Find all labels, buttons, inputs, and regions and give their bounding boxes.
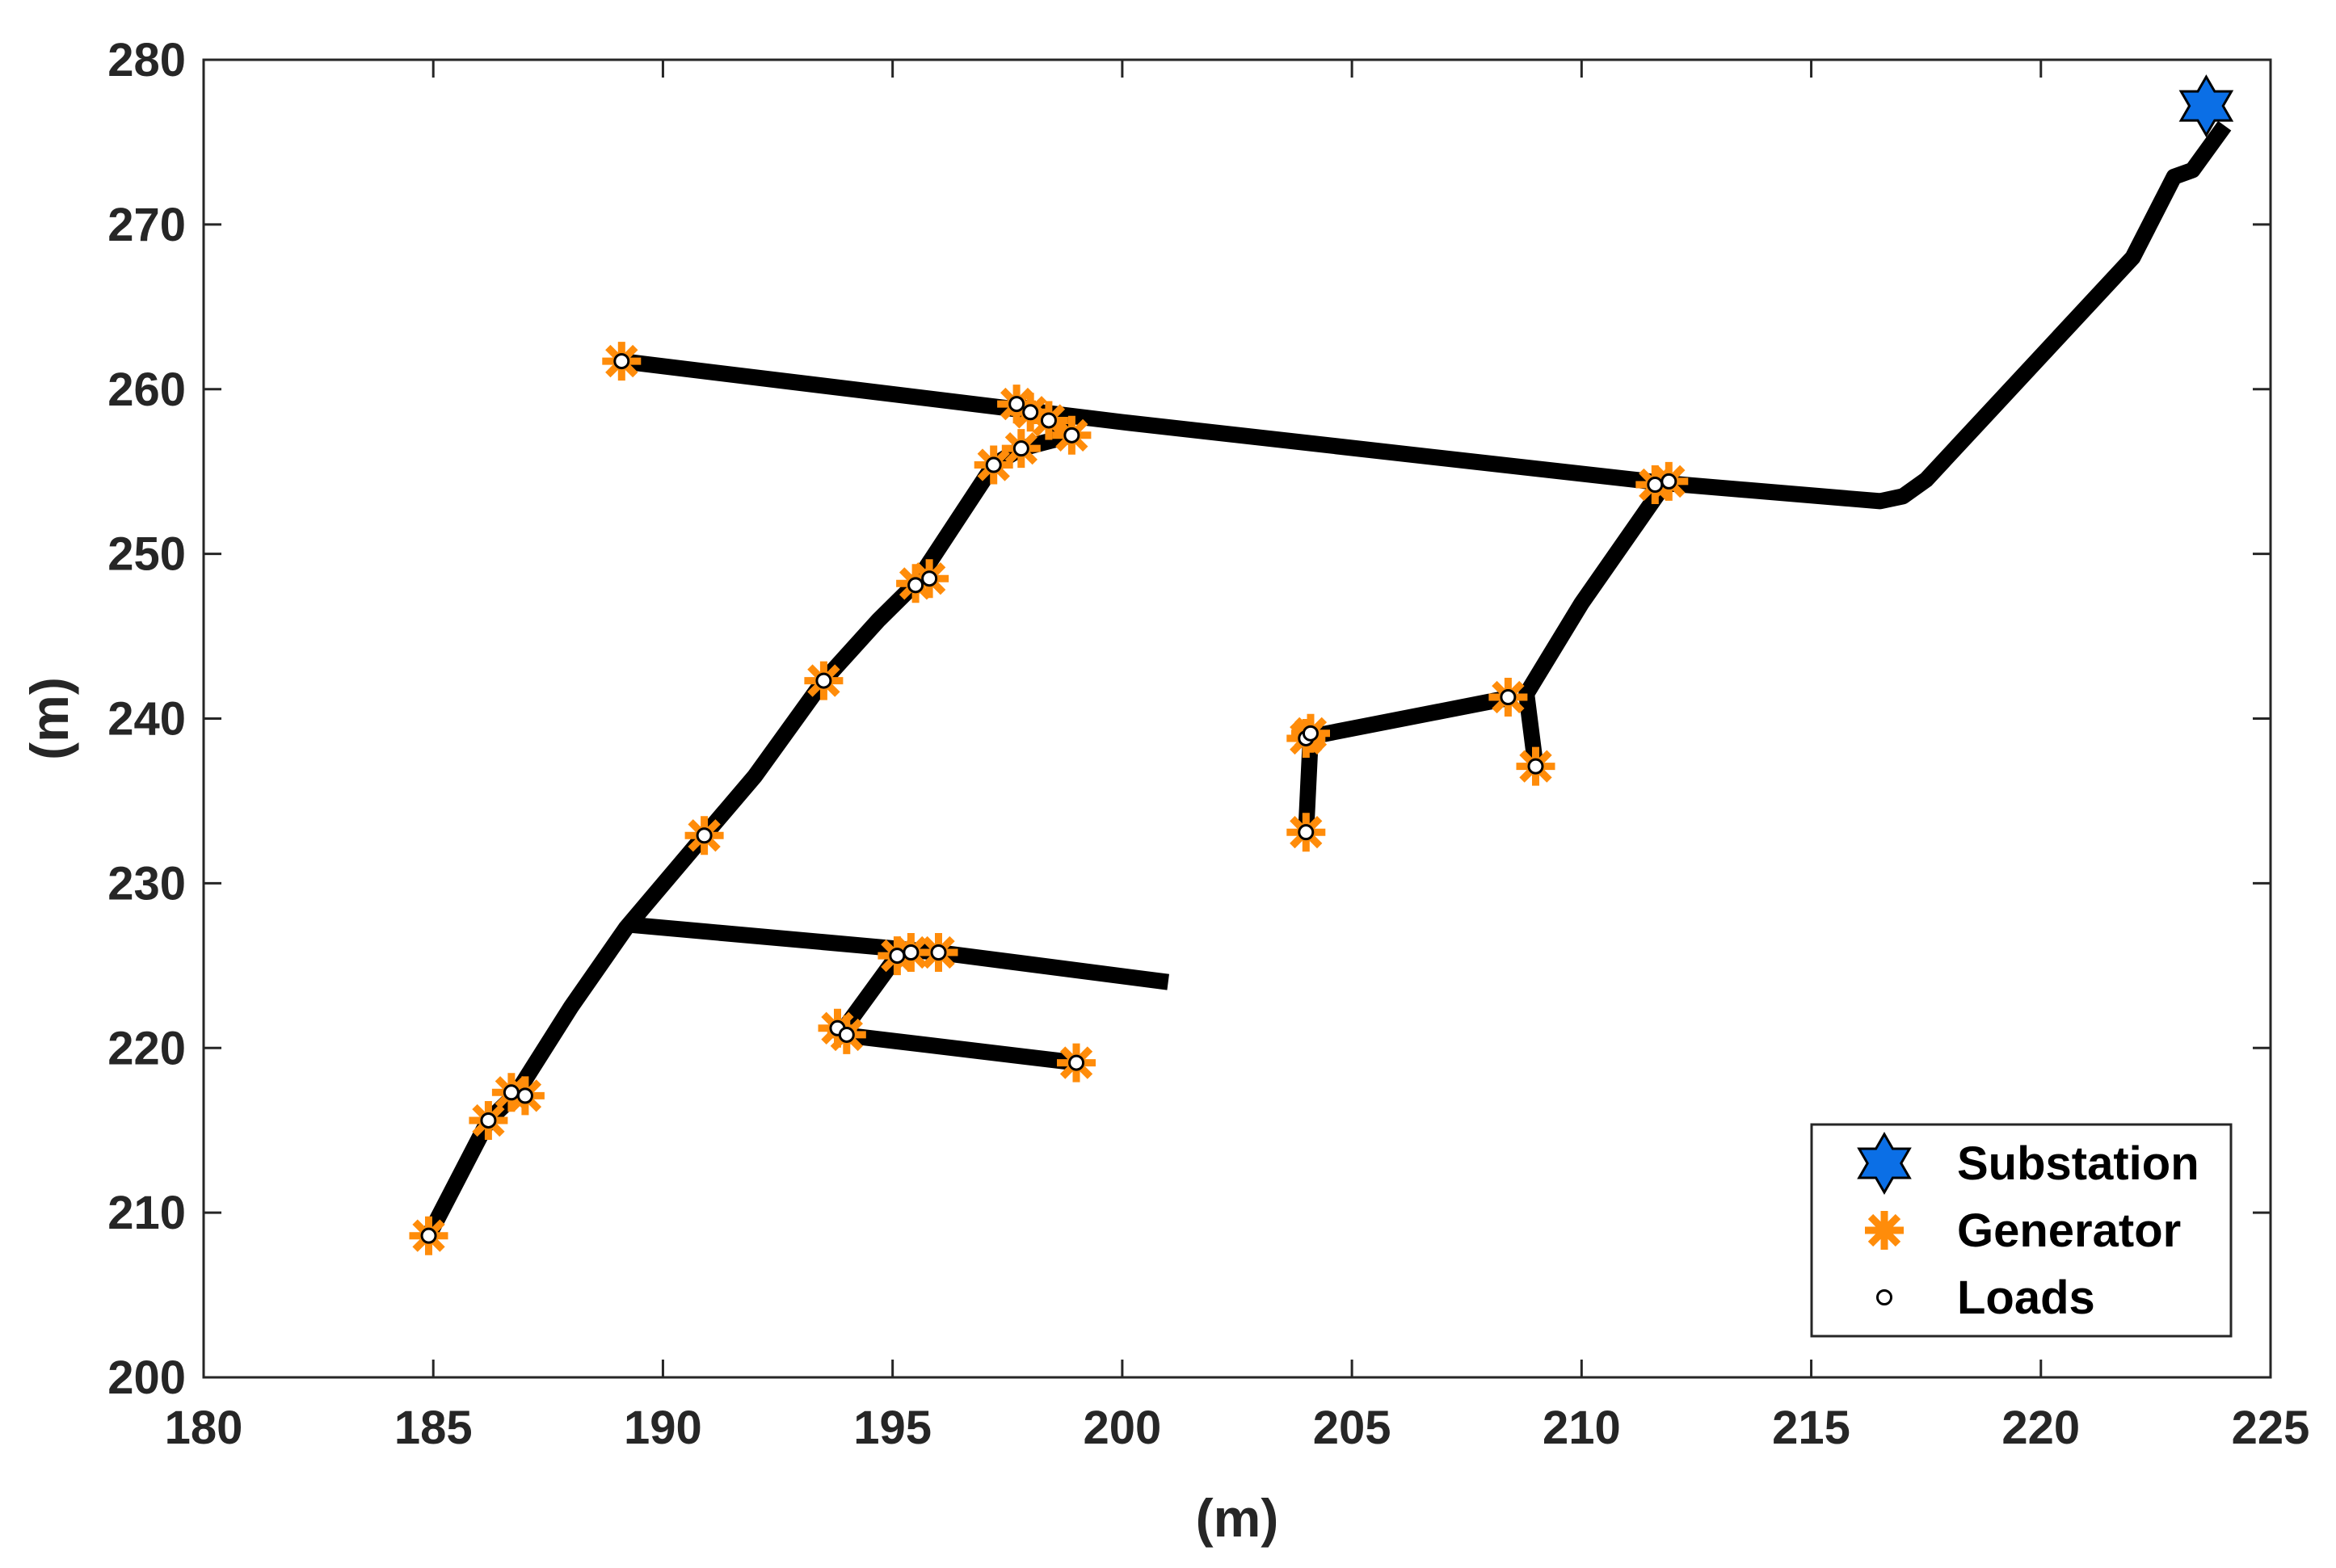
load-marker: [696, 827, 713, 844]
load-marker: [985, 456, 1002, 473]
legend-load-marker: [1876, 1289, 1892, 1305]
load-marker: [1068, 1054, 1085, 1071]
feeder-line: [621, 120, 2232, 510]
load-marker: [480, 1112, 497, 1129]
load-marker: [930, 944, 947, 961]
load-marker: [815, 672, 832, 689]
x-tick-label: 210: [1543, 1402, 1621, 1454]
load-marker: [1302, 725, 1319, 742]
load-marker: [503, 1084, 520, 1101]
y-tick-label: 220: [107, 1022, 186, 1074]
load-marker: [1500, 688, 1517, 705]
feeder-line: [840, 1026, 1078, 1071]
legend: Substation Generator Loads: [1810, 1123, 2233, 1338]
load-marker: [838, 1026, 855, 1043]
load-marker: [1647, 476, 1664, 493]
y-tick-label: 240: [107, 693, 186, 746]
y-tick-label: 280: [107, 34, 186, 86]
load-marker: [889, 948, 906, 965]
load-marker: [1012, 440, 1029, 457]
y-tick-label: 210: [107, 1187, 186, 1239]
x-tick-label: 225: [2232, 1402, 2310, 1454]
x-tick-label: 185: [394, 1402, 473, 1454]
load-marker: [1298, 824, 1315, 841]
y-tick-label: 270: [107, 199, 186, 251]
load-marker: [1008, 396, 1025, 413]
markers: [409, 74, 2234, 1255]
x-tick-label: 220: [2001, 1402, 2080, 1454]
x-axis-label: (m): [1196, 1488, 1279, 1548]
load-marker: [903, 944, 920, 961]
axis-ticks: 180 185 190 195 200 205 210 215 220 225 200 210 220 2…: [107, 34, 2309, 1454]
legend-label: Substation: [1957, 1137, 2199, 1190]
y-tick-label: 260: [107, 364, 186, 416]
load-marker: [1063, 427, 1080, 443]
y-tick-label: 250: [107, 528, 186, 581]
legend-label: Loads: [1957, 1272, 2095, 1324]
load-marker: [1660, 473, 1677, 490]
load-marker: [420, 1227, 437, 1244]
load-marker: [1022, 404, 1039, 421]
legend-substation-marker: [1857, 1132, 1912, 1195]
legend-label: Generator: [1957, 1204, 2181, 1257]
load-marker: [921, 570, 938, 587]
load-marker: [613, 353, 630, 370]
x-tick-label: 205: [1313, 1402, 1391, 1454]
load-marker: [907, 577, 924, 594]
substation-marker: [2178, 74, 2234, 138]
y-tick-label: 230: [107, 857, 186, 910]
x-tick-label: 200: [1083, 1402, 1161, 1454]
x-tick-label: 195: [853, 1402, 932, 1454]
load-marker: [1040, 412, 1057, 429]
x-tick-label: 190: [624, 1402, 702, 1454]
feeder-line: [1518, 480, 1671, 767]
load-marker: [516, 1087, 533, 1104]
x-tick-label: 180: [165, 1402, 243, 1454]
y-axis-label: (m): [19, 677, 79, 760]
y-tick-label: 200: [107, 1352, 186, 1404]
load-marker: [1527, 758, 1544, 775]
x-tick-label: 215: [1772, 1402, 1850, 1454]
legend-generator-marker: [1865, 1211, 1904, 1250]
